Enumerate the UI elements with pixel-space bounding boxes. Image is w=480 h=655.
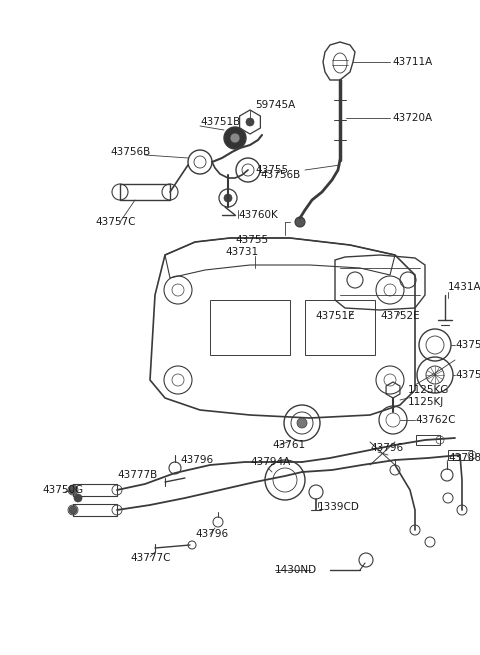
Text: 43757C: 43757C [95, 217, 135, 227]
Text: 43711A: 43711A [392, 57, 432, 67]
Circle shape [297, 418, 307, 428]
Text: 43794A: 43794A [250, 457, 290, 467]
Circle shape [246, 118, 254, 126]
Text: 43751E: 43751E [315, 311, 355, 321]
Bar [73, 504, 117, 516]
Text: 43751B: 43751B [200, 117, 240, 127]
Circle shape [69, 506, 77, 514]
Text: 43777C: 43777C [130, 553, 170, 563]
Text: 43731: 43731 [225, 247, 258, 257]
Text: 1430ND: 1430ND [275, 565, 317, 575]
Text: 43760K: 43760K [238, 210, 278, 220]
Text: 1339CD: 1339CD [318, 502, 360, 512]
Text: 43756B: 43756B [110, 147, 150, 157]
Bar [448, 450, 472, 460]
Circle shape [74, 494, 82, 502]
Bar [120, 184, 170, 200]
Text: 43788: 43788 [448, 453, 480, 463]
Text: 43755: 43755 [235, 235, 268, 245]
Circle shape [295, 217, 305, 227]
Bar [305, 300, 375, 355]
Text: 1125KJ: 1125KJ [408, 397, 444, 407]
Text: 43720A: 43720A [392, 113, 432, 123]
Circle shape [224, 194, 232, 202]
Text: 59745A: 59745A [255, 100, 295, 110]
Text: 43761: 43761 [272, 440, 305, 450]
Text: 43796: 43796 [195, 529, 228, 539]
Bar [210, 300, 290, 355]
Circle shape [224, 127, 246, 149]
Circle shape [69, 486, 77, 494]
Text: 1431AW: 1431AW [448, 282, 480, 292]
Text: 43752E: 43752E [380, 311, 420, 321]
Bar [73, 484, 117, 496]
Circle shape [230, 133, 240, 143]
Text: 43796: 43796 [370, 443, 403, 453]
Text: 43754C: 43754C [455, 340, 480, 350]
Text: 43756B: 43756B [260, 170, 300, 180]
Text: 43753: 43753 [455, 370, 480, 380]
Text: 43777B: 43777B [118, 470, 158, 480]
Text: 43796: 43796 [180, 455, 213, 465]
Text: 1125KG: 1125KG [408, 385, 449, 395]
Text: 43750G: 43750G [42, 485, 83, 495]
Bar [416, 435, 440, 445]
Text: 43755: 43755 [255, 165, 288, 175]
Text: 43762C: 43762C [415, 415, 456, 425]
